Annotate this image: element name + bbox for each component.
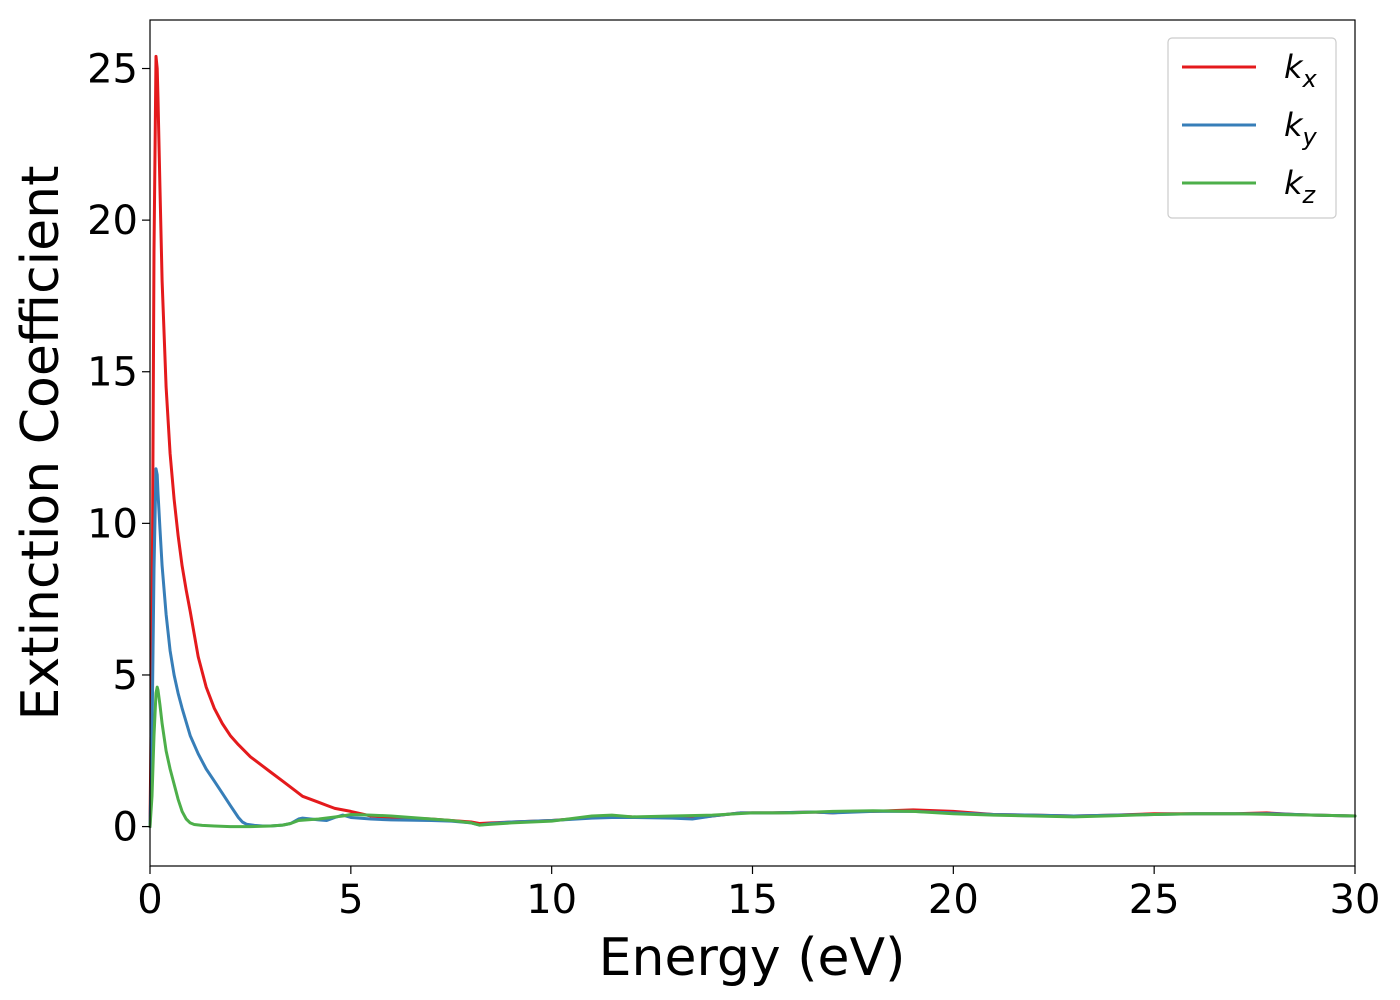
y-tick-label: 10 bbox=[87, 501, 138, 547]
y-tick-label: 15 bbox=[87, 350, 138, 396]
series-line-z bbox=[148, 685, 1357, 829]
y-axis-ticks: 0 5 10 15 20 25 bbox=[87, 47, 150, 851]
y-tick-label: 0 bbox=[113, 805, 138, 851]
series-layer bbox=[148, 54, 1357, 829]
x-tick-label: 10 bbox=[526, 877, 577, 923]
x-tick-label: 15 bbox=[727, 877, 778, 923]
legend-box bbox=[1167, 37, 1337, 219]
x-tick-label: 25 bbox=[1129, 877, 1180, 923]
y-tick-label: 25 bbox=[87, 47, 138, 93]
y-tick-label: 20 bbox=[87, 198, 138, 244]
y-axis-title: Extinction Coefficient bbox=[11, 166, 71, 721]
x-axis-title: Energy (eV) bbox=[599, 928, 906, 988]
x-tick-label: 0 bbox=[137, 877, 162, 923]
x-tick-label: 30 bbox=[1330, 877, 1381, 923]
plot-background bbox=[150, 20, 1355, 866]
x-tick-label: 5 bbox=[338, 877, 363, 923]
x-tick-label: 20 bbox=[928, 877, 979, 923]
x-axis-ticks: 0 5 10 15 20 25 30 bbox=[137, 866, 1380, 923]
y-tick-label: 5 bbox=[113, 653, 138, 699]
